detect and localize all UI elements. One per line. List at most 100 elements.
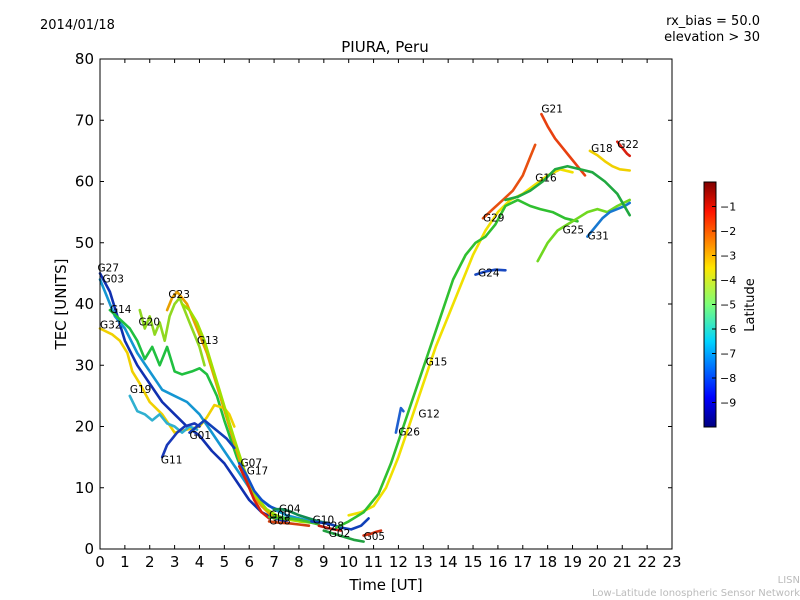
series-line-g05 [362, 529, 383, 537]
satellite-label-g03: G03 [102, 274, 124, 286]
date-label: 2014/01/18 [40, 18, 115, 33]
series-line-g29 [481, 143, 537, 220]
satellite-label-g18: G18 [591, 143, 613, 155]
series-line-g26 [394, 406, 405, 434]
y-tick-label: 40 [75, 295, 94, 313]
series-line-g12 [347, 168, 574, 517]
y-tick-label: 0 [84, 540, 94, 558]
satellite-label-g05: G05 [364, 531, 386, 543]
x-tick-label: 3 [170, 553, 180, 571]
satellite-label-g23: G23 [168, 289, 190, 301]
colorbar-tick-label: −6 [720, 323, 736, 336]
x-tick-label: 13 [414, 553, 433, 571]
colorbar-tick-label: −9 [720, 397, 736, 410]
colorbar-tick-label: −8 [720, 372, 736, 385]
series-line-g16 [504, 164, 631, 217]
satellite-label-g24: G24 [478, 267, 500, 279]
x-tick-label: 2 [145, 553, 155, 571]
series-line-g01 [188, 419, 236, 450]
satellite-label-g09: G09 [269, 509, 291, 521]
series-line-g15 [335, 198, 579, 529]
series-line-g07 [238, 462, 278, 511]
satellite-label-g27: G27 [98, 263, 120, 275]
x-tick-label: 7 [269, 553, 279, 571]
satellite-label-g10: G10 [313, 514, 335, 526]
satellite-label-g01: G01 [190, 430, 212, 442]
x-axis-label: Time [UT] [348, 576, 422, 594]
satellite-label-g32: G32 [100, 320, 122, 332]
plot-settings: rx_bias = 50.0 elevation > 30 [664, 14, 760, 46]
satellite-label-g29: G29 [483, 212, 505, 224]
x-tick-label: 22 [638, 553, 657, 571]
series-line-g28 [317, 524, 343, 532]
y-ticks: 0 10 20 30 40 50 60 70 80 [75, 50, 672, 558]
series-line-g21 [540, 112, 587, 177]
x-tick-label: 21 [613, 553, 632, 571]
series-layer [98, 112, 631, 543]
satellite-label-g15: G15 [426, 356, 448, 368]
x-ticks: 0 1 2 3 4 5 6 7 8 9 10 11 12 13 14 15 16 17 18 19 20 21 22 23 [95, 59, 682, 571]
satellite-label-g25: G25 [563, 225, 585, 237]
series-line-g11 [160, 422, 201, 459]
satellite-label-g21: G21 [541, 103, 563, 115]
series-line-g17 [238, 465, 271, 520]
satellite-label-g16: G16 [535, 173, 557, 185]
series-line-g10 [310, 517, 370, 531]
x-tick-label: 14 [439, 553, 458, 571]
satellite-label-g26: G26 [398, 427, 420, 439]
satellite-label-g12: G12 [418, 408, 440, 420]
elevation-label: elevation > 30 [664, 30, 760, 45]
series-line-g18 [588, 149, 631, 172]
satellite-label-g08: G08 [269, 516, 291, 528]
chart-title: PIURA, Peru [341, 38, 428, 56]
credit: LISN Low-Latitude Ionospheric Sensor Net… [592, 574, 800, 600]
satellite-label-g22: G22 [617, 139, 639, 151]
series-line-g24 [474, 268, 507, 276]
series-line-g22 [616, 140, 631, 158]
satellite-label-g19: G19 [130, 384, 152, 396]
series-line-g20 [138, 296, 206, 367]
y-tick-label: 80 [75, 50, 94, 68]
colorbar-tick-label: −7 [720, 348, 736, 361]
x-tick-label: 12 [389, 553, 408, 571]
y-axis-label: TEC [UNITS] [52, 259, 70, 351]
series-line-g25 [536, 198, 631, 263]
satellite-label-g17: G17 [247, 465, 269, 477]
colorbar-tick-label: −2 [720, 225, 736, 238]
x-tick-label: 23 [662, 553, 681, 571]
y-tick-label: 50 [75, 234, 94, 252]
y-tick-label: 60 [75, 173, 94, 191]
x-tick-label: 5 [220, 553, 230, 571]
y-tick-label: 20 [75, 418, 94, 436]
satellite-label-g31: G31 [587, 231, 609, 243]
satellite-label-g02: G02 [329, 528, 351, 540]
x-tick-label: 4 [195, 553, 205, 571]
x-tick-label: 20 [588, 553, 607, 571]
rx-bias-label: rx_bias = 50.0 [666, 14, 760, 29]
satellite-label-g13: G13 [197, 335, 219, 347]
x-tick-label: 15 [463, 553, 482, 571]
satellite-label-g14: G14 [110, 304, 132, 316]
series-line-g13 [180, 302, 321, 525]
series-line-g09 [267, 515, 321, 526]
x-tick-label: 11 [364, 553, 383, 571]
x-tick-label: 9 [319, 553, 329, 571]
colorbar-ticks: −1 −2 −3 −4 −5 −6 −7 −8 −9 [712, 201, 736, 410]
x-tick-label: 6 [244, 553, 254, 571]
x-tick-label: 1 [120, 553, 130, 571]
credit-long: Low-Latitude Ionospheric Sensor Network [592, 588, 800, 599]
series-line-g08 [267, 520, 311, 527]
satellite-label-g11: G11 [161, 454, 183, 466]
satellite-label-g07: G07 [241, 457, 263, 469]
colorbar-tick-label: −5 [720, 299, 736, 312]
y-tick-label: 70 [75, 111, 94, 129]
x-tick-label: 19 [563, 553, 582, 571]
x-tick-label: 8 [294, 553, 304, 571]
y-tick-label: 30 [75, 356, 94, 374]
satellite-label-g28: G28 [323, 520, 345, 532]
colorbar-tick-label: −1 [720, 201, 736, 214]
series-line-g02 [322, 529, 365, 543]
colorbar-tick-label: −3 [720, 250, 736, 263]
x-tick-label: 10 [339, 553, 358, 571]
